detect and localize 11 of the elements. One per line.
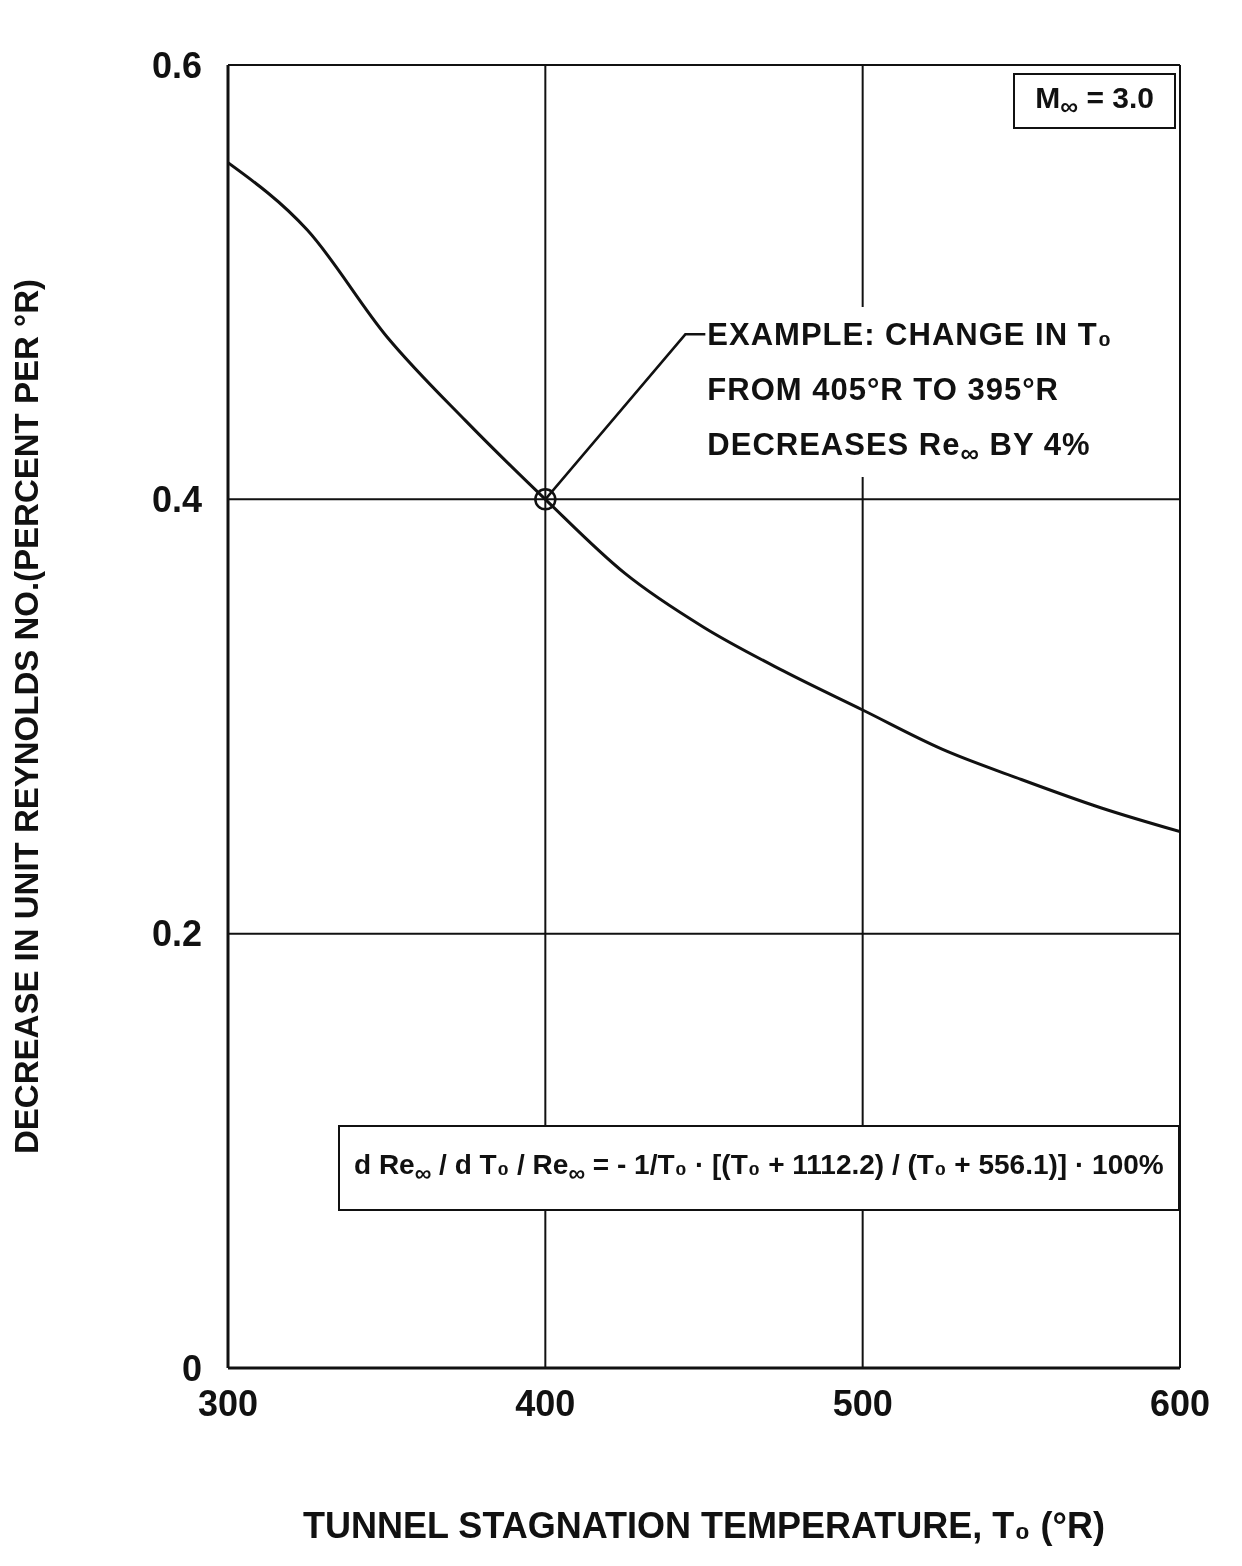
y-tick-label: 0.6 [151, 44, 202, 86]
annotation: EXAMPLE: CHANGE IN T₀ FROM 405°R TO 395°R DECREASES Re$_{∞}$ BY 4% [707, 316, 1114, 470]
x-tick-label: 600 [1149, 1382, 1211, 1424]
x-axis-title: TUNNEL STAGNATION TEMPERATURE, T₀ (°R) [303, 1505, 1105, 1546]
annotation: d Re$_{∞}$ / d T₀ / Re$_{∞}$ = - 1/T₀ · [(T₀ + 1112.2) / (T₀ + 556.1)] · 100% [338, 1125, 1180, 1211]
y-tick-label: 0.2 [151, 913, 202, 955]
y-tick-label: 0.4 [151, 479, 202, 521]
x-tick-label: 400 [515, 1382, 576, 1424]
annotation: M$_{∞}$ = 3.0 [1013, 73, 1176, 129]
y-axis-title: DECREASE IN UNIT REYNOLDS NO.(PERCENT PER °R) [7, 279, 45, 1154]
x-tick-label: 500 [832, 1382, 893, 1424]
